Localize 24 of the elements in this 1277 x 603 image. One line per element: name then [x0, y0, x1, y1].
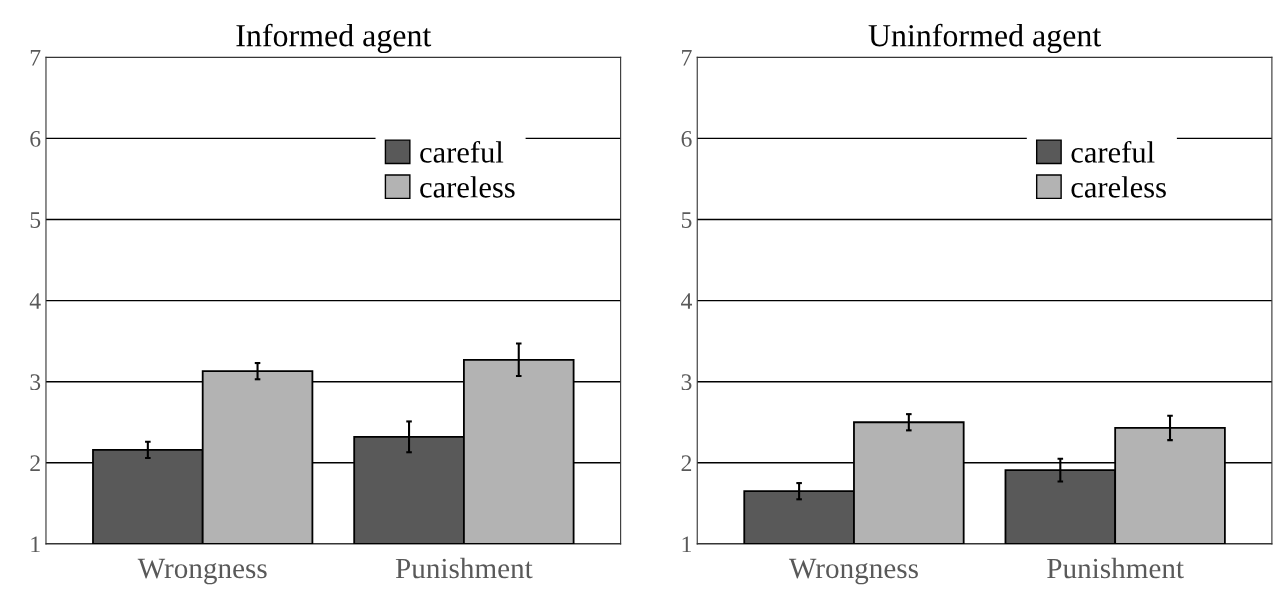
- x-tick-label: Punishment: [1047, 557, 1184, 579]
- x-tick-label: Wrongness: [788, 558, 918, 585]
- y-tick-label: 6: [681, 130, 692, 147]
- legend-label: careless: [420, 176, 515, 198]
- y-tick-label: 4: [29, 293, 41, 309]
- y-tick-label: 3: [681, 374, 692, 391]
- y-tick-label: 5: [681, 212, 692, 228]
- x-tick-label: Punishment: [395, 557, 533, 579]
- legend-label: careful: [1071, 140, 1155, 163]
- y-tick-label: 6: [30, 130, 41, 147]
- legend-label: careless: [1071, 176, 1166, 198]
- chart-title: Informed agent: [236, 23, 432, 54]
- y-tick-label: 4: [681, 293, 693, 309]
- y-tick-label: 1: [31, 536, 40, 553]
- y-tick-label: 5: [30, 212, 41, 228]
- y-tick-label: 7: [682, 50, 692, 66]
- y-tick-label: 2: [30, 455, 40, 471]
- x-tick-label: Wrongness: [137, 558, 267, 585]
- chart-title: Uninformed agent: [868, 23, 1102, 54]
- legend-label: careful: [420, 140, 504, 163]
- y-tick-label: 7: [30, 50, 41, 66]
- y-tick-label: 3: [30, 374, 41, 391]
- y-tick-label: 2: [681, 455, 692, 471]
- y-tick-label: 1: [682, 536, 691, 553]
